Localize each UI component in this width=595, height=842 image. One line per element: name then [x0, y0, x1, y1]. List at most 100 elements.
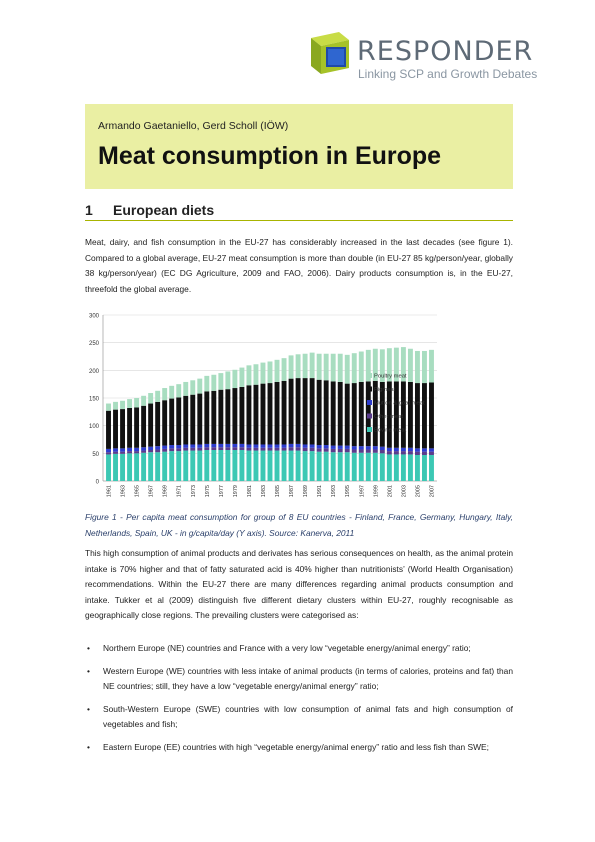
bar-segment: [134, 451, 140, 454]
bar-segment: [316, 451, 322, 481]
bar-segment: [393, 447, 399, 452]
bar-segment: [218, 373, 224, 390]
bar-segment: [232, 450, 238, 481]
bar-segment: [162, 451, 168, 481]
bar-segment: [134, 407, 140, 448]
bar-segment: [113, 409, 118, 449]
x-tick-label: 1985: [275, 485, 281, 497]
bar-segment: [218, 443, 224, 448]
bar-segment: [127, 407, 133, 448]
bar-segment: [169, 398, 175, 446]
bar-segment: [323, 451, 329, 481]
bar-segment: [358, 452, 364, 481]
bar-segment: [309, 378, 315, 445]
bar-segment: [316, 445, 322, 449]
bar-segment: [197, 444, 203, 448]
bar-segment: [169, 451, 175, 481]
bar-segment: [393, 381, 399, 448]
bar-segment: [204, 447, 210, 451]
bar-segment: [155, 390, 161, 402]
bar-segment: [141, 405, 147, 448]
bar-segment: [372, 348, 378, 381]
bar-segment: [106, 454, 111, 481]
bar-segment: [183, 395, 189, 445]
legend-label: Other meat: [374, 414, 403, 420]
bar-segment: [190, 394, 196, 445]
bar-segment: [344, 445, 350, 449]
list-item-text: Northern Europe (NE) countries and Franc…: [103, 643, 471, 653]
list-item: • South-Western Europe (SWE) countries wi…: [85, 702, 513, 733]
bar-segment: [239, 443, 245, 448]
bullet-icon: •: [87, 741, 90, 752]
section-number: 1: [85, 202, 93, 218]
bar-segment: [120, 453, 126, 481]
bar-segment: [344, 448, 350, 453]
bar-segment: [414, 383, 420, 449]
bar-segment: [211, 443, 217, 448]
title-banner: Armando Gaetaniello, Gerd Scholl (IÖW) M…: [85, 104, 513, 189]
x-tick-label: 1987: [289, 485, 295, 497]
bar-segment: [288, 443, 294, 448]
bar-segment: [330, 353, 336, 382]
x-tick-label: 2003: [401, 485, 407, 497]
list-item: • Western Europe (WE) countries with less…: [85, 664, 513, 695]
bar-segment: [407, 348, 413, 382]
bar-segment: [148, 403, 154, 447]
list-item: • Northern Europe (NE) countries and Fran…: [85, 641, 513, 657]
bar-segment: [183, 447, 189, 451]
bar-segment: [232, 443, 238, 448]
bar-segment: [127, 399, 133, 408]
bar-segment: [190, 380, 196, 395]
bar-segment: [239, 447, 245, 451]
bar-segment: [141, 452, 147, 481]
bar-segment: [337, 381, 343, 446]
bar-segment: [330, 448, 336, 453]
list-item-text: Western Europe (WE) countries with less …: [103, 665, 513, 692]
bar-segment: [281, 450, 287, 481]
list-item: • Eastern Europe (EE) countries with high…: [85, 740, 513, 756]
bar-segment: [267, 361, 273, 384]
bar-segment: [148, 452, 154, 481]
bar-segment: [211, 374, 217, 391]
bar-segment: [253, 444, 259, 448]
x-tick-label: 1999: [373, 485, 379, 497]
bullet-icon: •: [87, 665, 90, 676]
bar-segment: [422, 448, 427, 452]
bar-segment: [183, 444, 189, 448]
bar-segment: [190, 444, 196, 448]
bar-segment: [239, 386, 245, 444]
bar-segment: [134, 447, 140, 452]
bar-segment: [323, 448, 329, 452]
bar-segment: [211, 447, 217, 451]
bullet-icon: •: [87, 703, 90, 714]
bar-segment: [246, 447, 252, 451]
bar-segment: [379, 446, 385, 451]
bar-segment: [295, 447, 301, 451]
bar-segment: [316, 379, 322, 446]
x-tick-label: 1965: [135, 485, 141, 497]
bar-segment: [309, 444, 315, 448]
bar-segment: [134, 398, 140, 408]
bar-segment: [120, 409, 126, 449]
bar-segment: [281, 380, 287, 445]
y-tick-label: 50: [92, 452, 99, 458]
x-tick-label: 1997: [359, 485, 365, 497]
bar-segment: [316, 448, 322, 452]
bar-segment: [260, 444, 266, 448]
bar-segment: [204, 443, 210, 448]
bar-segment: [134, 453, 140, 481]
bar-segment: [246, 385, 252, 445]
bar-segment: [344, 452, 350, 481]
bar-segment: [414, 448, 420, 452]
bar-segment: [267, 383, 273, 445]
bar-segment: [260, 383, 266, 445]
bar-segment: [246, 444, 252, 448]
bar-segment: [323, 380, 329, 446]
bar-segment: [400, 451, 406, 455]
bar-segment: [372, 446, 378, 450]
x-tick-label: 1983: [261, 485, 267, 497]
bar-segment: [169, 448, 175, 452]
bar-segment: [429, 382, 434, 449]
bar-segment: [358, 381, 364, 447]
bar-segment: [253, 384, 259, 445]
